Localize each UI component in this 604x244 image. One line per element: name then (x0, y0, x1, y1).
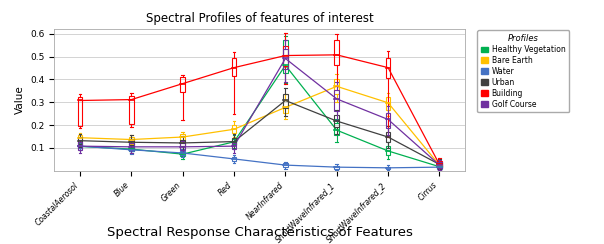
Bar (181, 152, 185, 156)
Bar (386, 167, 390, 169)
Bar (386, 146, 390, 155)
Bar (78, 97, 82, 126)
Bar (232, 58, 236, 76)
Bar (232, 157, 236, 161)
Bar (129, 148, 133, 151)
Bar (232, 125, 236, 133)
Bar (232, 139, 236, 144)
Bar (181, 140, 185, 146)
Bar (386, 59, 390, 78)
Bar (283, 94, 288, 108)
Bar (129, 147, 133, 151)
Bar (335, 123, 339, 135)
Bar (335, 40, 339, 65)
Title: Spectral Profiles of features of interest: Spectral Profiles of features of interes… (146, 12, 374, 25)
Bar (437, 163, 442, 167)
Bar (283, 101, 288, 112)
Bar (386, 132, 390, 142)
Bar (78, 144, 82, 148)
Bar (129, 139, 133, 145)
Bar (386, 112, 390, 128)
Bar (283, 49, 288, 69)
Bar (437, 162, 442, 168)
Bar (335, 166, 339, 169)
Bar (283, 163, 288, 167)
Bar (335, 80, 339, 94)
Bar (129, 137, 133, 142)
Bar (335, 115, 339, 127)
Bar (283, 46, 288, 66)
Bar (78, 135, 82, 141)
Bar (283, 40, 288, 73)
Bar (181, 143, 185, 150)
Bar (232, 143, 236, 149)
Bar (78, 144, 82, 148)
Bar (437, 166, 442, 169)
Bar (437, 162, 442, 167)
Bar (437, 161, 442, 167)
Text: Spectral Response Characteristics of Features: Spectral Response Characteristics of Fea… (107, 226, 413, 239)
Bar (335, 90, 339, 111)
Bar (181, 134, 185, 140)
Bar (232, 138, 236, 145)
Bar (437, 165, 442, 168)
Y-axis label: Value: Value (14, 86, 25, 114)
Bar (129, 96, 133, 124)
Legend: Healthy Vegetation, Bare Earth, Water, Urban, Building, Golf Course: Healthy Vegetation, Bare Earth, Water, U… (477, 30, 569, 112)
Bar (386, 97, 390, 110)
Bar (181, 151, 185, 155)
Bar (78, 142, 82, 150)
Bar (78, 137, 82, 144)
Bar (129, 143, 133, 150)
Bar (181, 77, 185, 92)
